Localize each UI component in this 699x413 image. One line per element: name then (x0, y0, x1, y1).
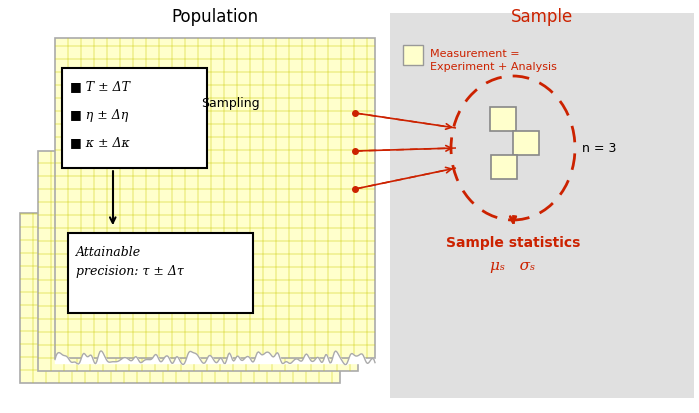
Text: Sample statistics: Sample statistics (446, 235, 580, 249)
Bar (62, 69, 207, 169)
Bar (491, 156, 517, 180)
Text: Sampling: Sampling (201, 97, 259, 110)
Bar (55, 39, 375, 358)
Bar (68, 233, 253, 313)
Text: μₛ   σₛ: μₛ σₛ (491, 259, 535, 272)
Bar (490, 108, 516, 132)
Text: Sample: Sample (511, 8, 573, 26)
Bar (38, 152, 358, 371)
Text: Population: Population (171, 8, 259, 26)
Bar (390, 14, 694, 398)
Text: Measurement =
Experiment + Analysis: Measurement = Experiment + Analysis (430, 49, 557, 72)
Bar (513, 132, 539, 156)
Text: n = 3: n = 3 (582, 142, 617, 155)
Text: ■ T ± ΔT: ■ T ± ΔT (70, 80, 130, 93)
Text: ■ η ± Δη: ■ η ± Δη (70, 108, 128, 121)
Text: ■ κ ± Δκ: ■ κ ± Δκ (70, 136, 130, 149)
Bar (20, 214, 340, 383)
Bar (403, 46, 423, 66)
Text: Attainable
precision: τ ± Δτ: Attainable precision: τ ± Δτ (76, 245, 184, 277)
